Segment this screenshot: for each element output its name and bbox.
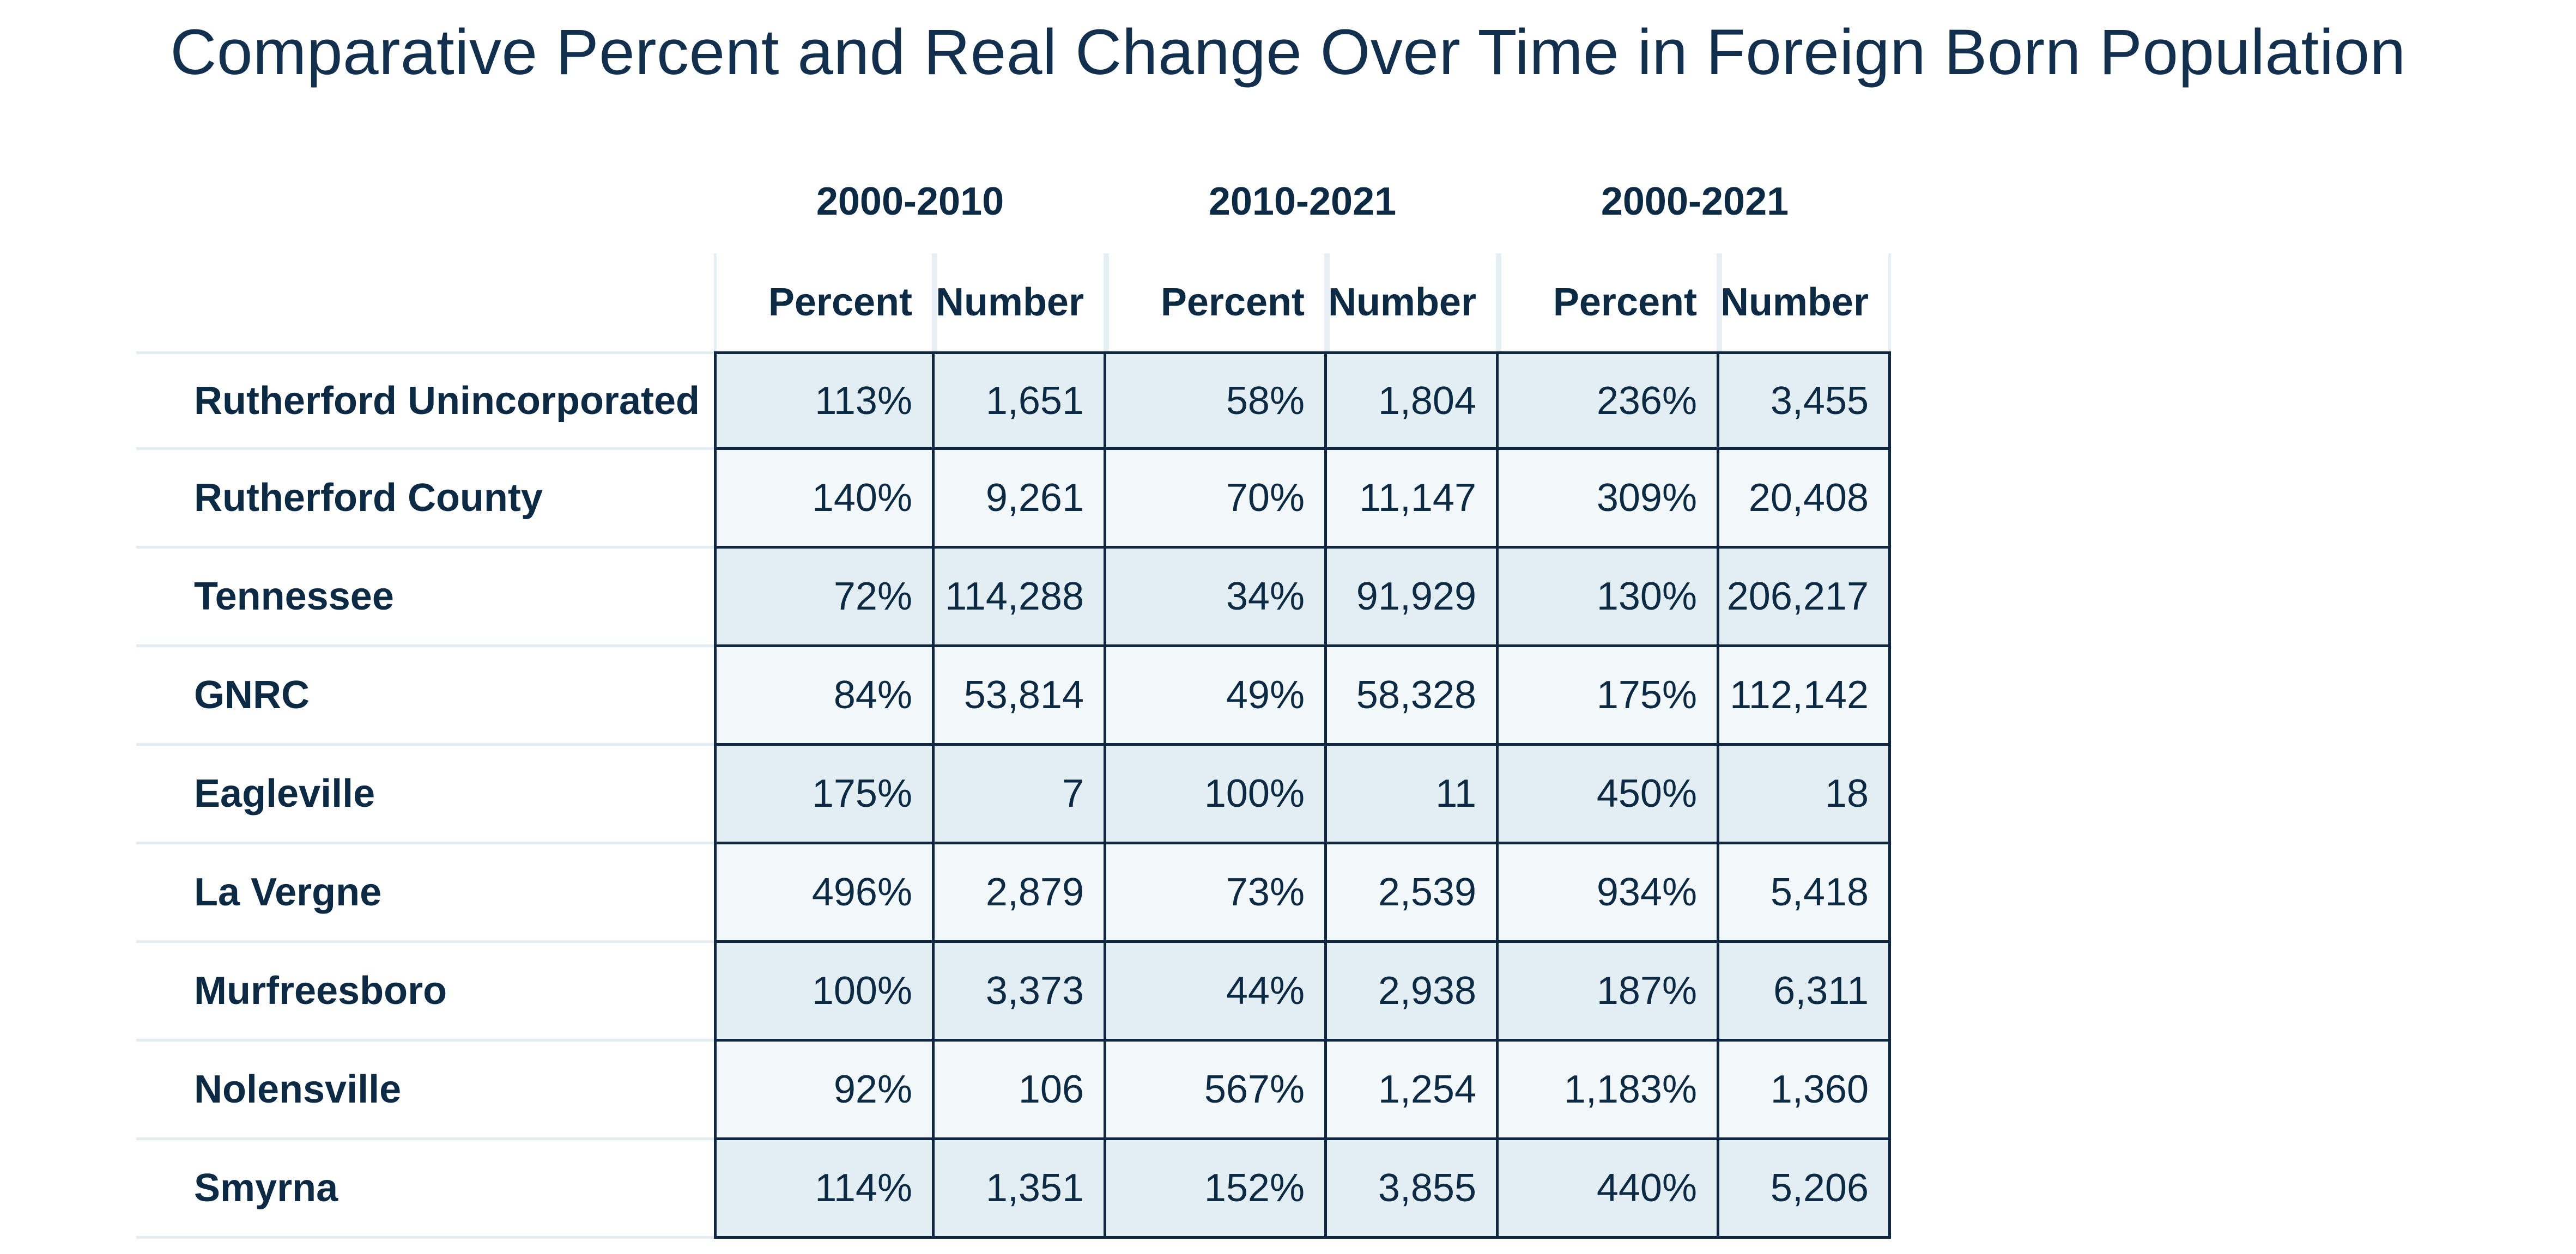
table-cell: 70% <box>1104 447 1327 549</box>
table-cell: 112,142 <box>1717 644 1891 746</box>
table-cell: 309% <box>1496 447 1719 549</box>
column-group-header: 2000-2021 <box>1601 180 1789 223</box>
row-label: Nolensville <box>136 1042 714 1140</box>
table-cell: 152% <box>1104 1137 1327 1239</box>
table-cell: 130% <box>1496 546 1719 647</box>
table-cell: 206,217 <box>1717 546 1891 647</box>
table-cell: 7 <box>932 743 1106 844</box>
column-header-number: Number <box>1327 253 1499 351</box>
table-cell: 1,360 <box>1717 1039 1891 1140</box>
table-cell: 187% <box>1496 940 1719 1042</box>
table-cell: 34% <box>1104 546 1327 647</box>
table-cell: 5,418 <box>1717 842 1891 943</box>
table-cell: 1,804 <box>1324 351 1499 450</box>
table-cell: 2,879 <box>932 842 1106 943</box>
table-cell: 100% <box>1104 743 1327 844</box>
table-cell: 114,288 <box>932 546 1106 647</box>
column-header-number: Number <box>1719 253 1891 351</box>
table-cell: 175% <box>714 743 935 844</box>
table-cell: 11 <box>1324 743 1499 844</box>
table-cell: 106 <box>932 1039 1106 1140</box>
column-header-percent: Percent <box>714 253 935 351</box>
page-title: Comparative Percent and Real Change Over… <box>170 16 2406 88</box>
table-cell: 3,855 <box>1324 1137 1499 1239</box>
table-cell: 92% <box>714 1039 935 1140</box>
table-cell: 1,254 <box>1324 1039 1499 1140</box>
table-cell: 20,408 <box>1717 447 1891 549</box>
table-cell: 140% <box>714 447 935 549</box>
table-cell: 3,455 <box>1717 351 1891 450</box>
table-cell: 1,651 <box>932 351 1106 450</box>
table-cell: 5,206 <box>1717 1137 1891 1239</box>
row-label: Eagleville <box>136 746 714 844</box>
table-cell: 72% <box>714 546 935 647</box>
row-label: Murfreesboro <box>136 943 714 1042</box>
table-cell: 91,929 <box>1324 546 1499 647</box>
table-cell: 2,938 <box>1324 940 1499 1042</box>
table-cell: 73% <box>1104 842 1327 943</box>
row-label: GNRC <box>136 647 714 746</box>
table-cell: 2,539 <box>1324 842 1499 943</box>
table-cell: 18 <box>1717 743 1891 844</box>
table-cell: 84% <box>714 644 935 746</box>
table-cell: 440% <box>1496 1137 1719 1239</box>
table-cell: 44% <box>1104 940 1327 1042</box>
table-cell: 100% <box>714 940 935 1042</box>
table-cell: 567% <box>1104 1039 1327 1140</box>
table-cell: 11,147 <box>1324 447 1499 549</box>
table-cell: 1,351 <box>932 1137 1106 1239</box>
table-cell: 3,373 <box>932 940 1106 1042</box>
column-header-percent: Percent <box>1106 253 1327 351</box>
table-cell: 1,183% <box>1496 1039 1719 1140</box>
table-cell: 113% <box>714 351 935 450</box>
row-label: Smyrna <box>136 1140 714 1239</box>
row-label: Tennessee <box>136 549 714 647</box>
table-cell: 450% <box>1496 743 1719 844</box>
table-cell: 934% <box>1496 842 1719 943</box>
column-header-number: Number <box>935 253 1106 351</box>
column-group-header: 2010-2021 <box>1208 180 1397 223</box>
table-cell: 236% <box>1496 351 1719 450</box>
table-cell: 9,261 <box>932 447 1106 549</box>
row-label: Rutherford Unincorporated <box>136 351 714 450</box>
table-cell: 58,328 <box>1324 644 1499 746</box>
table-cell: 175% <box>1496 644 1719 746</box>
table-cell: 114% <box>714 1137 935 1239</box>
row-label: La Vergne <box>136 844 714 943</box>
column-header-percent: Percent <box>1499 253 1719 351</box>
column-group-header: 2000-2010 <box>816 180 1004 223</box>
table-cell: 53,814 <box>932 644 1106 746</box>
table-cell: 6,311 <box>1717 940 1891 1042</box>
table-cell: 49% <box>1104 644 1327 746</box>
table-cell: 496% <box>714 842 935 943</box>
row-label: Rutherford County <box>136 450 714 549</box>
table-cell: 58% <box>1104 351 1327 450</box>
